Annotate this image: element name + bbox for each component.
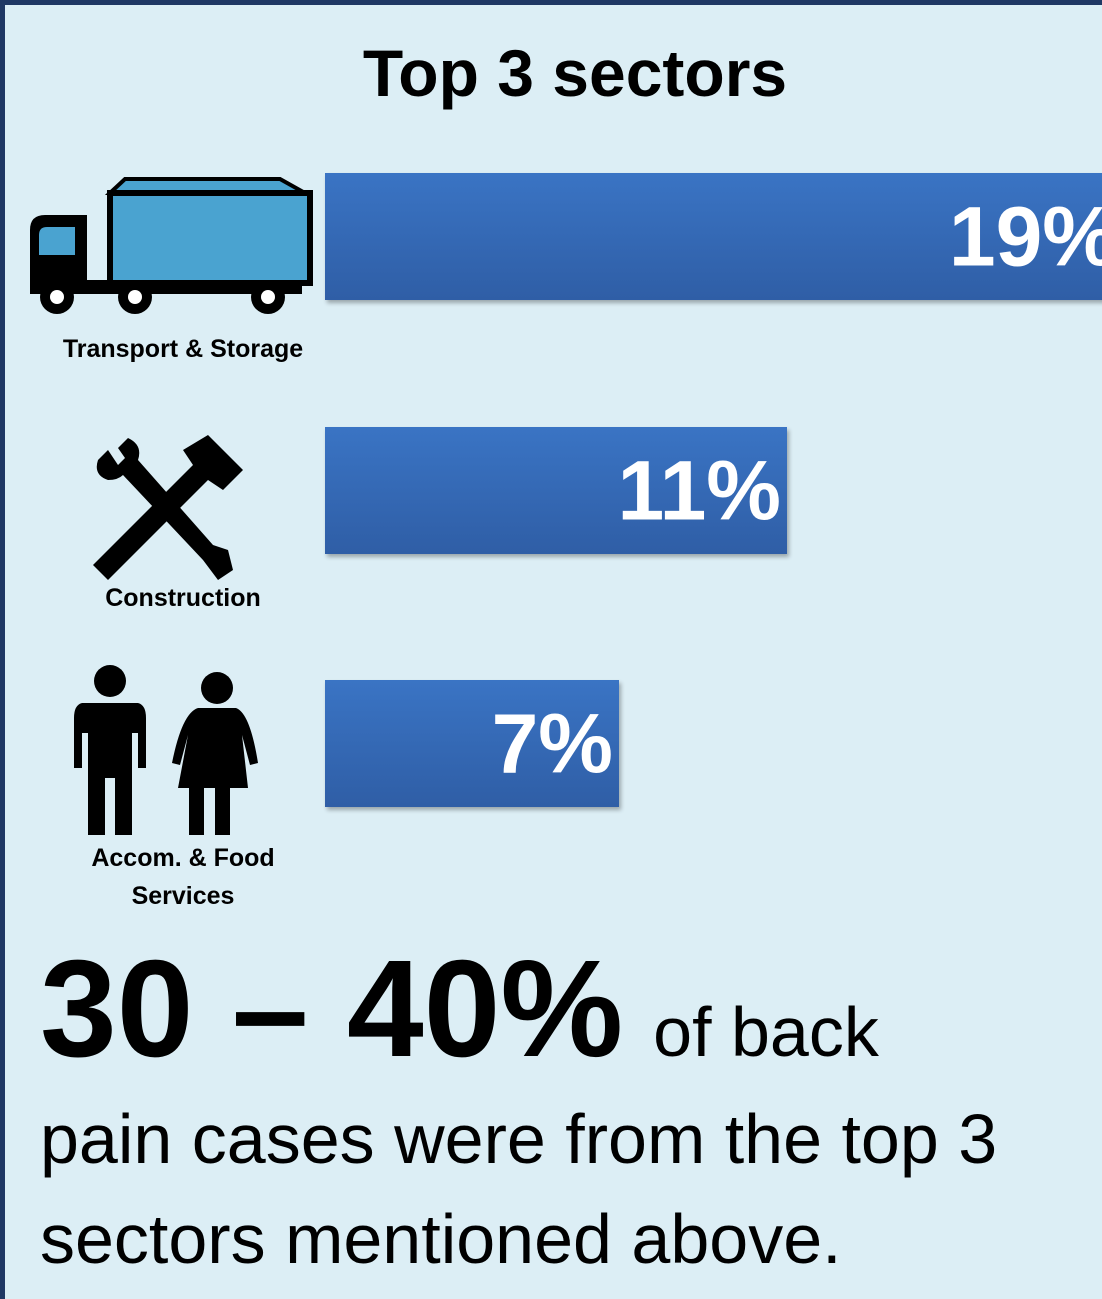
summary-line: sectors mentioned above. xyxy=(40,1200,842,1278)
highlight-suffix: of back xyxy=(653,993,879,1071)
tools-icon xyxy=(93,435,243,580)
category-label: Construction xyxy=(105,584,261,612)
value-label: 7% xyxy=(491,696,613,790)
category-label: Transport & Storage xyxy=(62,335,304,363)
value-label: 19% xyxy=(948,189,1102,283)
bar: 7% xyxy=(325,680,619,807)
chart-title: Top 3 sectors xyxy=(362,36,788,110)
truck-icon xyxy=(30,177,313,314)
highlight: 30 – 40% xyxy=(40,932,624,1086)
bar: 11% xyxy=(325,427,787,554)
value-label: 11% xyxy=(617,443,782,537)
summary-line: pain cases were from the top 3 xyxy=(40,1100,998,1178)
bar: 19% xyxy=(325,173,1102,300)
workers-icon xyxy=(74,665,258,835)
category-label: Accom. & Food Services xyxy=(91,844,275,910)
summary: 30 – 40% of back pain cases were from the… xyxy=(40,930,1102,1289)
